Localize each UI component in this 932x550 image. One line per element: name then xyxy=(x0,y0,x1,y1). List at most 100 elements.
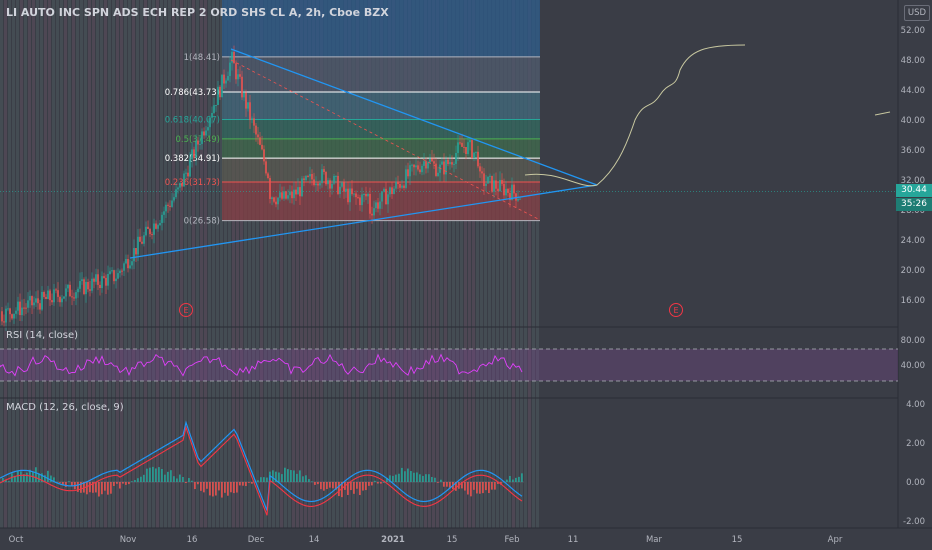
macd-histogram-bar xyxy=(308,479,310,482)
macd-histogram-bar xyxy=(233,482,235,494)
stripe xyxy=(180,0,183,528)
candle-body xyxy=(33,302,35,306)
macd-histogram-bar xyxy=(209,482,211,496)
price-tick-label: 24.00 xyxy=(901,236,925,246)
earnings-marker-2[interactable]: E xyxy=(669,303,683,317)
macd-histogram-bar xyxy=(44,475,46,482)
stripe xyxy=(492,0,495,528)
macd-histogram-bar xyxy=(329,482,331,488)
macd-tick-label: 4.00 xyxy=(906,400,925,410)
candle-body xyxy=(351,188,353,195)
price-tick-label: 44.00 xyxy=(901,86,925,96)
candle-body xyxy=(291,191,293,199)
fib-label: 1(48.41) xyxy=(184,53,220,63)
candle-body xyxy=(421,165,423,173)
candle-body xyxy=(371,213,373,216)
candle-body xyxy=(349,188,351,203)
stripe xyxy=(252,0,255,528)
symbol-title[interactable]: LI AUTO INC SPN ADS ECH REP 2 ORD SHS CL… xyxy=(6,6,389,19)
candle-body xyxy=(319,183,321,186)
stripe xyxy=(292,0,295,528)
candle-body xyxy=(405,169,407,188)
candle-body xyxy=(69,284,71,297)
candle-body xyxy=(169,205,171,207)
macd-histogram-bar xyxy=(92,482,94,493)
stripe xyxy=(200,0,203,528)
stripe xyxy=(460,0,463,528)
candle-body xyxy=(359,197,361,206)
stripe xyxy=(448,0,451,528)
stripe xyxy=(472,0,475,528)
macd-histogram-bar xyxy=(461,482,463,489)
macd-histogram-bar xyxy=(326,482,328,490)
stripe xyxy=(104,0,107,528)
macd-label[interactable]: MACD (12, 26, close, 9) xyxy=(6,402,124,413)
candle-body xyxy=(325,171,327,185)
macd-histogram-bar xyxy=(173,476,175,482)
stripe xyxy=(376,0,379,528)
candle-body xyxy=(273,197,275,202)
macd-histogram-bar xyxy=(515,477,517,482)
stripe xyxy=(228,0,231,528)
macd-histogram-bar xyxy=(200,482,202,491)
macd-histogram-bar xyxy=(50,475,52,482)
candle-body xyxy=(391,187,393,194)
candle-body xyxy=(65,288,67,297)
macd-histogram-bar xyxy=(230,482,232,493)
stripe xyxy=(364,0,367,528)
candle-body xyxy=(277,197,279,205)
forecast-path xyxy=(524,44,746,187)
candle-body xyxy=(311,174,313,180)
time-tick-label: 16 xyxy=(187,535,198,545)
candle-body xyxy=(245,92,247,109)
candle-body xyxy=(233,51,235,64)
candle-body xyxy=(103,276,105,278)
macd-histogram-bar xyxy=(368,482,370,486)
background-stripes xyxy=(0,0,539,528)
stripe xyxy=(156,0,159,528)
stripe xyxy=(524,0,527,528)
candle-body xyxy=(213,105,215,113)
candle-body xyxy=(79,281,81,289)
macd-histogram-bar xyxy=(239,482,241,486)
macd-histogram-bar xyxy=(191,480,193,482)
candle-body xyxy=(387,194,389,205)
candle-body xyxy=(221,74,223,98)
stripe xyxy=(116,0,119,528)
macd-histogram-bar xyxy=(122,482,124,484)
candle-body xyxy=(141,241,143,244)
macd-histogram-bar xyxy=(284,467,286,482)
candle-body xyxy=(495,180,497,189)
stripe xyxy=(396,0,399,528)
candle-body xyxy=(295,189,297,195)
macd-histogram-bar xyxy=(188,478,190,482)
candle-body xyxy=(269,178,271,199)
stripe xyxy=(84,0,87,528)
stripe xyxy=(284,0,287,528)
currency-button[interactable]: USD xyxy=(904,5,930,21)
candle-body xyxy=(427,162,429,169)
fib-label: 0.382(34.91) xyxy=(165,154,220,164)
macd-histogram-bar xyxy=(206,482,208,489)
candle-body xyxy=(491,175,493,192)
candle-body xyxy=(483,173,485,186)
macd-histogram-bar xyxy=(506,479,508,482)
macd-histogram-bar xyxy=(467,482,469,495)
stripe xyxy=(16,0,19,528)
earnings-marker-1[interactable]: E xyxy=(179,303,193,317)
stripe xyxy=(24,0,27,528)
candle-body xyxy=(13,313,15,319)
candle-body xyxy=(243,92,245,98)
candles xyxy=(1,45,521,331)
candle-body xyxy=(459,142,461,144)
stripe xyxy=(352,0,355,528)
stripe xyxy=(452,0,455,528)
rsi-label[interactable]: RSI (14, close) xyxy=(6,330,79,341)
macd-histogram-bar xyxy=(149,467,151,482)
candle-body xyxy=(443,161,445,175)
candle-body xyxy=(127,259,129,269)
candle-body xyxy=(25,307,27,309)
macd-histogram-bar xyxy=(146,468,148,482)
